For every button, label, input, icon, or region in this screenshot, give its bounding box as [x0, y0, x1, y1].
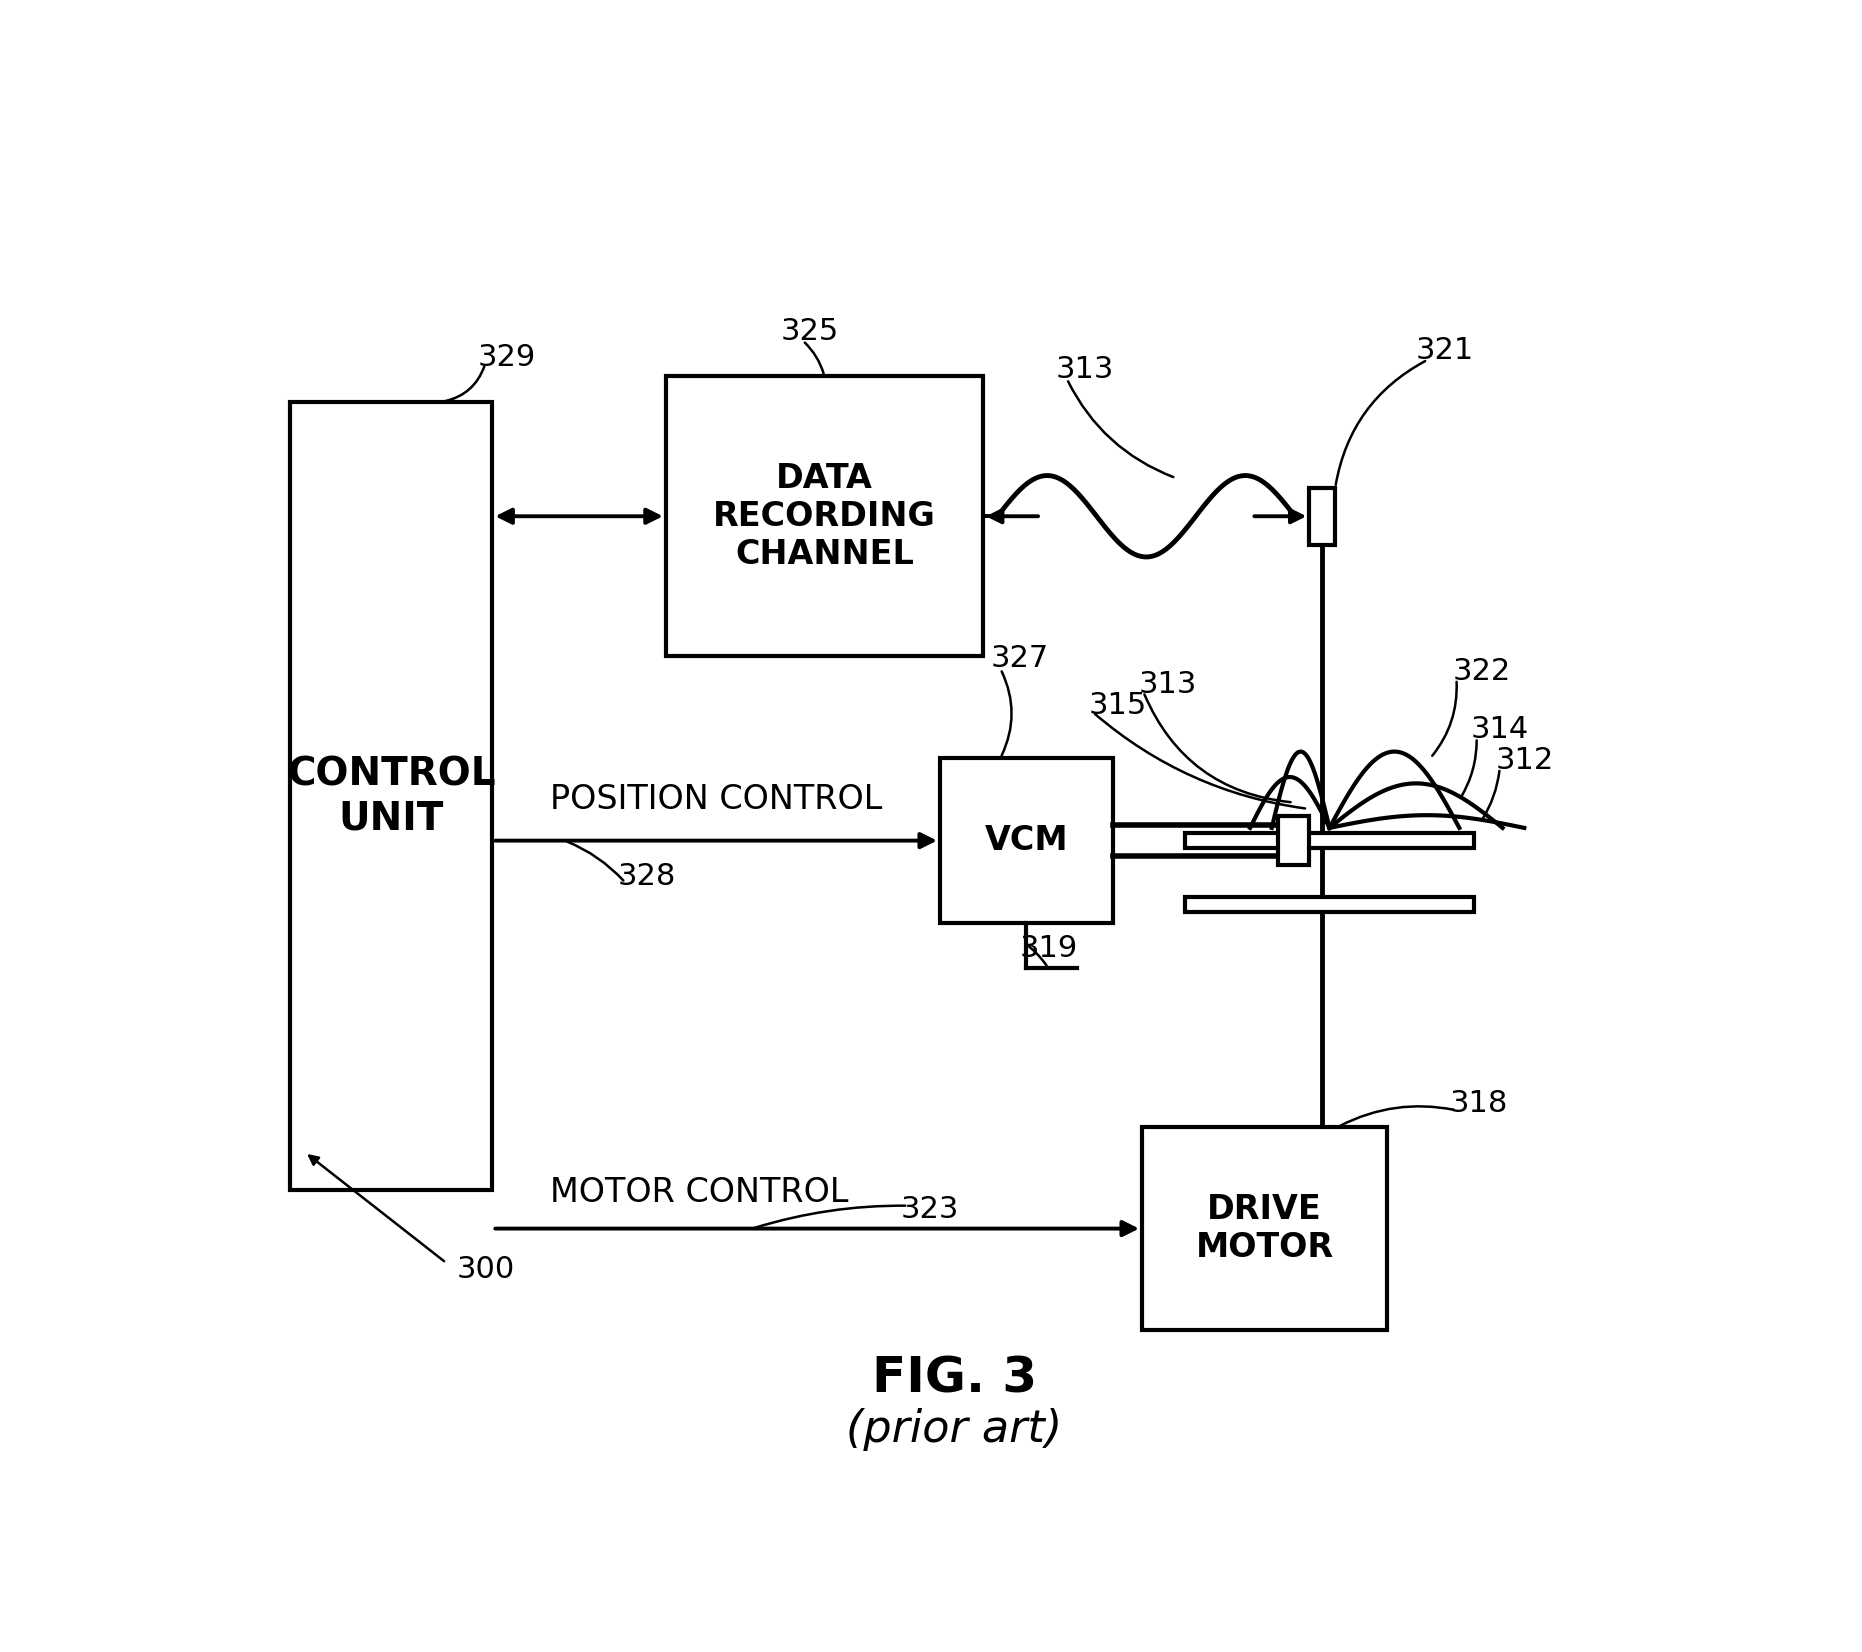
Bar — [1184, 897, 1475, 912]
Text: 315: 315 — [1089, 691, 1147, 720]
Text: 300: 300 — [456, 1256, 514, 1284]
Text: FIG. 3: FIG. 3 — [871, 1355, 1037, 1403]
Text: POSITION CONTROL: POSITION CONTROL — [551, 783, 883, 816]
Text: VCM: VCM — [985, 824, 1069, 857]
Text: 318: 318 — [1449, 1089, 1508, 1118]
FancyBboxPatch shape — [940, 758, 1113, 923]
Text: 327: 327 — [991, 644, 1048, 674]
Text: 323: 323 — [901, 1194, 959, 1224]
Text: MOTOR CONTROL: MOTOR CONTROL — [551, 1176, 849, 1209]
Text: 329: 329 — [479, 342, 536, 372]
FancyBboxPatch shape — [667, 377, 983, 656]
Text: 321: 321 — [1415, 337, 1475, 365]
Text: DATA
RECORDING
CHANNEL: DATA RECORDING CHANNEL — [713, 461, 937, 572]
Text: 313: 313 — [1056, 355, 1113, 385]
Text: 325: 325 — [782, 317, 840, 347]
Text: 312: 312 — [1495, 747, 1553, 775]
Bar — [1184, 833, 1475, 847]
Bar — [1277, 816, 1309, 864]
FancyBboxPatch shape — [290, 401, 492, 1191]
Text: CONTROL
UNIT: CONTROL UNIT — [287, 755, 495, 838]
FancyBboxPatch shape — [1141, 1127, 1387, 1330]
Text: 313: 313 — [1140, 669, 1197, 699]
Text: 322: 322 — [1452, 657, 1510, 686]
Text: 314: 314 — [1471, 715, 1529, 745]
Text: (prior art): (prior art) — [845, 1408, 1063, 1450]
Text: 328: 328 — [618, 862, 676, 890]
Text: 319: 319 — [1019, 935, 1078, 963]
Bar — [1309, 487, 1335, 545]
Text: DRIVE
MOTOR: DRIVE MOTOR — [1195, 1193, 1333, 1264]
